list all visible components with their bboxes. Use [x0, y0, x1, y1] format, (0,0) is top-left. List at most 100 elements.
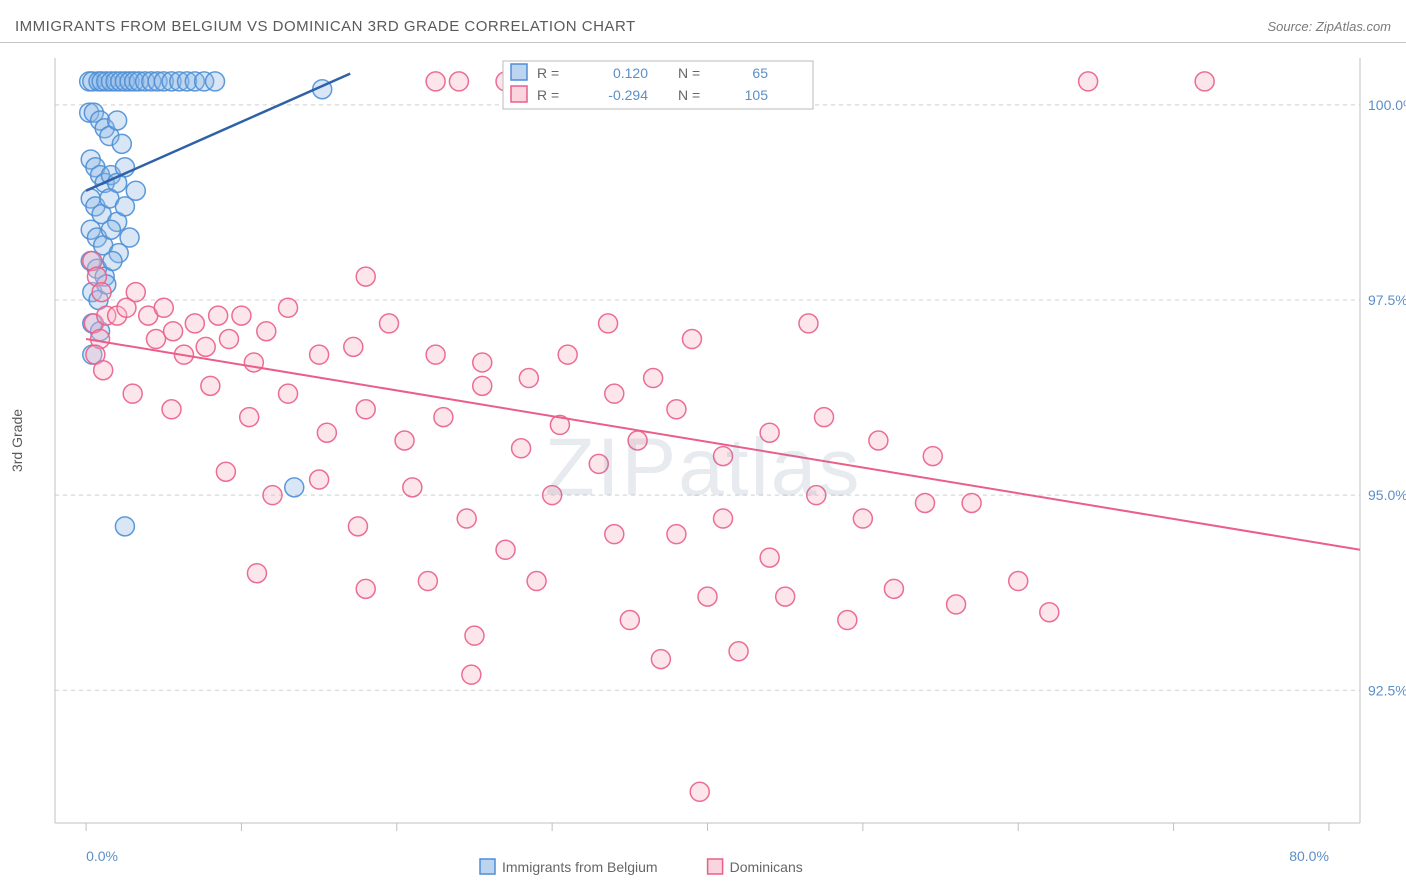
scatter-point — [92, 283, 111, 302]
scatter-point — [395, 431, 414, 450]
chart-container: ZIPatlas 92.5%95.0%97.5%100.0%0.0%80.0%3… — [0, 43, 1406, 893]
scatter-point — [473, 376, 492, 395]
scatter-point — [1195, 72, 1214, 91]
scatter-point — [815, 408, 834, 427]
scatter-point — [244, 353, 263, 372]
y-tick-label: 92.5% — [1368, 682, 1406, 698]
scatter-point — [164, 322, 183, 341]
scatter-point — [838, 611, 857, 630]
scatter-point — [403, 478, 422, 497]
scatter-point — [247, 564, 266, 583]
scatter-point — [209, 306, 228, 325]
scatter-point — [185, 314, 204, 333]
legend-series-label: Dominicans — [730, 859, 803, 875]
legend-swatch — [708, 859, 723, 874]
scatter-point — [512, 439, 531, 458]
scatter-point — [115, 517, 134, 536]
scatter-point — [310, 470, 329, 489]
scatter-point — [418, 572, 437, 591]
scatter-point — [465, 626, 484, 645]
scatter-point — [120, 228, 139, 247]
scatter-point — [380, 314, 399, 333]
scatter-point — [714, 509, 733, 528]
scatter-point — [285, 478, 304, 497]
scatter-point — [776, 587, 795, 606]
scatter-point — [1040, 603, 1059, 622]
scatter-point — [760, 548, 779, 567]
scatter-point — [216, 462, 235, 481]
scatter-point — [426, 72, 445, 91]
scatter-point — [690, 782, 709, 801]
scatter-point — [263, 486, 282, 505]
scatter-point — [232, 306, 251, 325]
scatter-point — [356, 579, 375, 598]
y-tick-label: 97.5% — [1368, 292, 1406, 308]
scatter-point — [651, 650, 670, 669]
scatter-point — [496, 540, 515, 559]
scatter-point — [760, 423, 779, 442]
x-tick-label: 0.0% — [86, 848, 118, 864]
scatter-point — [356, 400, 375, 419]
series-1 — [83, 72, 1214, 801]
source-attribution: Source: ZipAtlas.com — [1267, 19, 1391, 34]
scatter-point — [543, 486, 562, 505]
scatter-point — [126, 181, 145, 200]
scatter-point — [108, 111, 127, 130]
legend-r-value: -0.294 — [608, 87, 648, 103]
scatter-point — [527, 572, 546, 591]
scatter-point — [519, 369, 538, 388]
scatter-point — [698, 587, 717, 606]
scatter-point — [807, 486, 826, 505]
scatter-point — [869, 431, 888, 450]
legend-n-value: 105 — [745, 87, 769, 103]
chart-title: IMMIGRANTS FROM BELGIUM VS DOMINICAN 3RD… — [15, 18, 636, 35]
scatter-point — [667, 400, 686, 419]
legend-n-label: N = — [678, 87, 700, 103]
legend-swatch — [511, 64, 527, 80]
scatter-point — [605, 525, 624, 544]
scatter-point — [103, 251, 122, 270]
scatter-point — [146, 330, 165, 349]
scatter-point — [94, 361, 113, 380]
scatter-point — [962, 493, 981, 512]
scatter-point — [206, 72, 225, 91]
scatter-point — [348, 517, 367, 536]
legend-swatch — [511, 86, 527, 102]
legend-r-label: R = — [537, 87, 559, 103]
scatter-point — [457, 509, 476, 528]
scatter-point — [310, 345, 329, 364]
scatter-point — [240, 408, 259, 427]
scatter-point — [123, 384, 142, 403]
scatter-point — [462, 665, 481, 684]
scatter-point — [714, 447, 733, 466]
scatter-point — [682, 330, 701, 349]
scatter-point — [558, 345, 577, 364]
scatter-point — [112, 134, 131, 153]
scatter-point — [1009, 572, 1028, 591]
legend-n-label: N = — [678, 65, 700, 81]
legend-r-value: 0.120 — [613, 65, 648, 81]
scatter-point — [1079, 72, 1098, 91]
scatter-point — [196, 337, 215, 356]
scatter-point — [101, 220, 120, 239]
legend-swatch — [480, 859, 495, 874]
scatter-point — [473, 353, 492, 372]
scatter-point — [644, 369, 663, 388]
scatter-point — [599, 314, 618, 333]
scatter-chart: 92.5%95.0%97.5%100.0%0.0%80.0%3rd GradeR… — [0, 43, 1406, 893]
scatter-point — [605, 384, 624, 403]
scatter-point — [257, 322, 276, 341]
scatter-point — [220, 330, 239, 349]
scatter-point — [923, 447, 942, 466]
scatter-point — [162, 400, 181, 419]
legend-n-value: 65 — [752, 65, 768, 81]
scatter-point — [947, 595, 966, 614]
scatter-point — [154, 298, 173, 317]
scatter-point — [344, 337, 363, 356]
y-tick-label: 100.0% — [1368, 97, 1406, 113]
scatter-point — [201, 376, 220, 395]
scatter-point — [589, 454, 608, 473]
x-tick-label: 80.0% — [1289, 848, 1329, 864]
scatter-point — [884, 579, 903, 598]
scatter-point — [628, 431, 647, 450]
